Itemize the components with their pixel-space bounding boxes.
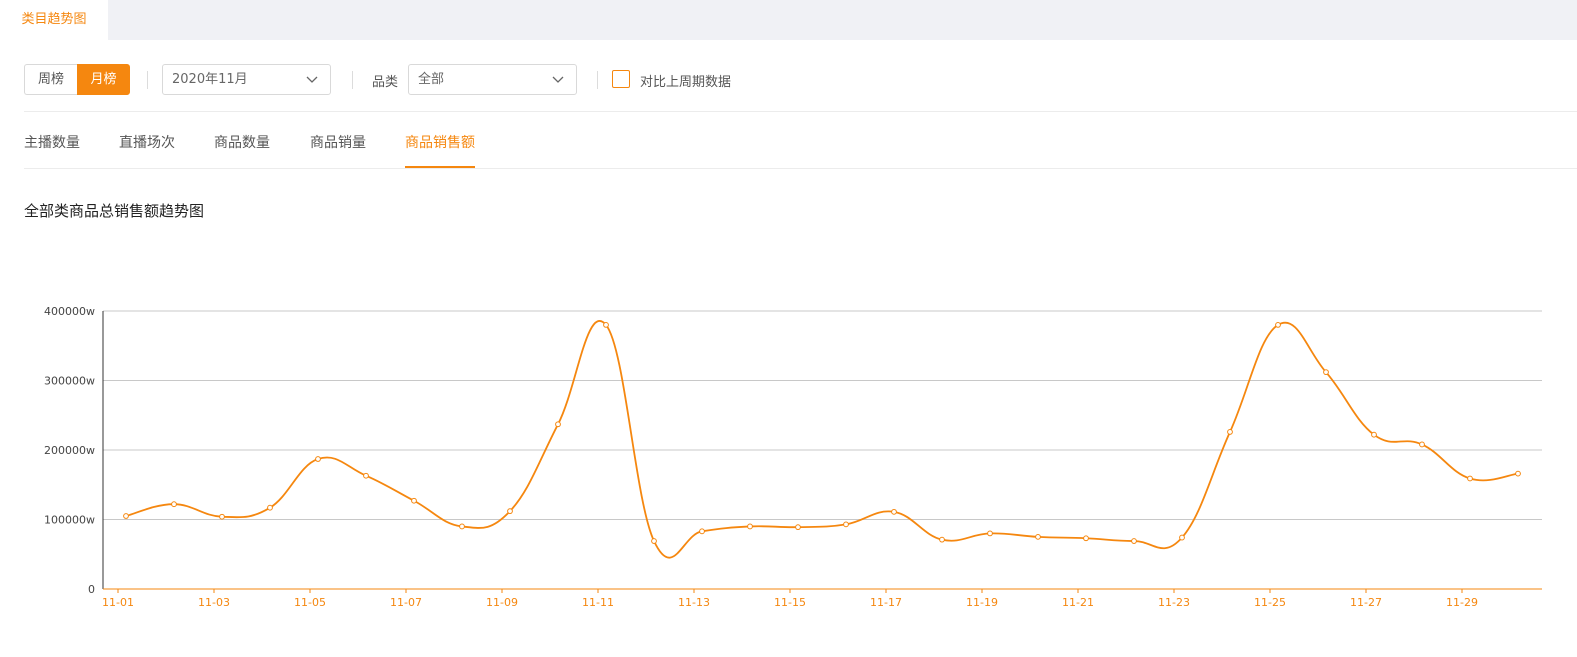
compare-label[interactable]: 对比上周期数据	[640, 75, 732, 90]
data-point	[651, 538, 657, 544]
series-line	[125, 320, 1519, 559]
y-tick-label: 0	[88, 583, 95, 596]
x-tick-label: 11-15	[774, 596, 806, 609]
data-point	[1371, 431, 1377, 438]
data-point	[1227, 429, 1233, 435]
data-point	[363, 472, 369, 479]
weekly-rank-button[interactable]: 周榜	[24, 64, 77, 95]
data-point	[123, 513, 129, 519]
data-point	[507, 508, 513, 515]
y-tick-label: 400000w	[44, 305, 95, 318]
data-point	[939, 536, 945, 543]
tab-product-count[interactable]: 商品数量	[214, 135, 270, 151]
chevron-down-icon	[552, 76, 564, 83]
data-point	[1083, 535, 1089, 542]
x-tick-label: 11-11	[582, 596, 614, 609]
data-point	[1515, 470, 1521, 477]
category-select[interactable]: 全部	[408, 64, 577, 95]
month-select-value: 2020年11月	[172, 72, 248, 87]
chart-series	[123, 320, 1521, 559]
chart-grid	[103, 310, 1542, 520]
data-point	[891, 508, 897, 515]
chart-title: 全部类商品总销售额趋势图	[24, 202, 205, 220]
divider	[597, 71, 598, 89]
data-point	[555, 421, 561, 428]
compare-checkbox[interactable]	[612, 70, 630, 88]
x-axis: 11-01 11-03 11-05 11-07 11-09 11-11 11-13 11-15…	[102, 588, 1542, 609]
data-point	[219, 513, 225, 520]
category-label: 品类	[372, 75, 399, 90]
data-point	[1467, 475, 1473, 482]
divider	[24, 168, 1577, 169]
data-point	[1131, 538, 1137, 544]
data-point	[411, 497, 417, 504]
data-point	[315, 456, 321, 462]
category-select-value: 全部	[418, 72, 445, 87]
tab-product-sales-amount[interactable]: 商品销售额	[405, 135, 475, 151]
monthly-rank-button[interactable]: 月榜	[77, 64, 130, 95]
sales-trend-chart: 0 100000w 200000w 300000w 400000w 11-01 11-03…	[44, 305, 1542, 609]
tab-streamer-count[interactable]: 主播数量	[24, 135, 80, 151]
tab-live-sessions[interactable]: 直播场次	[119, 135, 175, 151]
x-tick-label: 11-29	[1446, 596, 1478, 609]
y-axis: 0 100000w 200000w 300000w 400000w	[44, 305, 104, 596]
x-tick-label: 11-21	[1062, 596, 1094, 609]
x-tick-label: 11-27	[1350, 596, 1382, 609]
data-point	[1275, 322, 1281, 328]
x-tick-label: 11-03	[198, 596, 230, 609]
tab-product-sales-volume[interactable]: 商品销量	[310, 135, 366, 151]
data-point	[459, 523, 465, 530]
tab-category-trend[interactable]: 类目趋势图	[0, 0, 108, 40]
data-point	[171, 501, 177, 508]
x-tick-label: 11-13	[678, 596, 710, 609]
data-point	[795, 524, 801, 531]
data-point	[267, 504, 273, 511]
x-tick-label: 11-09	[486, 596, 518, 609]
data-point	[1323, 369, 1329, 376]
divider	[352, 71, 353, 89]
data-point	[603, 322, 609, 328]
x-tick-label: 11-25	[1254, 596, 1286, 609]
x-tick-label: 11-23	[1158, 596, 1190, 609]
y-tick-label: 200000w	[44, 444, 95, 457]
x-tick-label: 11-19	[966, 596, 998, 609]
x-tick-label: 11-07	[390, 596, 422, 609]
y-tick-label: 100000w	[44, 514, 95, 527]
data-point	[1179, 534, 1185, 541]
header-strip	[0, 0, 1577, 40]
divider	[147, 71, 148, 89]
data-point	[987, 530, 993, 537]
active-tab-underline	[405, 166, 475, 168]
x-tick-label: 11-05	[294, 596, 326, 609]
chevron-down-icon	[306, 76, 318, 83]
data-point	[1035, 533, 1041, 540]
y-tick-label: 300000w	[44, 375, 95, 388]
data-point	[747, 523, 753, 530]
month-select[interactable]: 2020年11月	[162, 64, 331, 95]
data-point	[843, 521, 849, 528]
x-tick-label: 11-17	[870, 596, 902, 609]
data-point	[699, 528, 705, 535]
x-tick-label: 11-01	[102, 596, 134, 609]
data-point	[1419, 441, 1425, 448]
divider	[24, 111, 1577, 112]
